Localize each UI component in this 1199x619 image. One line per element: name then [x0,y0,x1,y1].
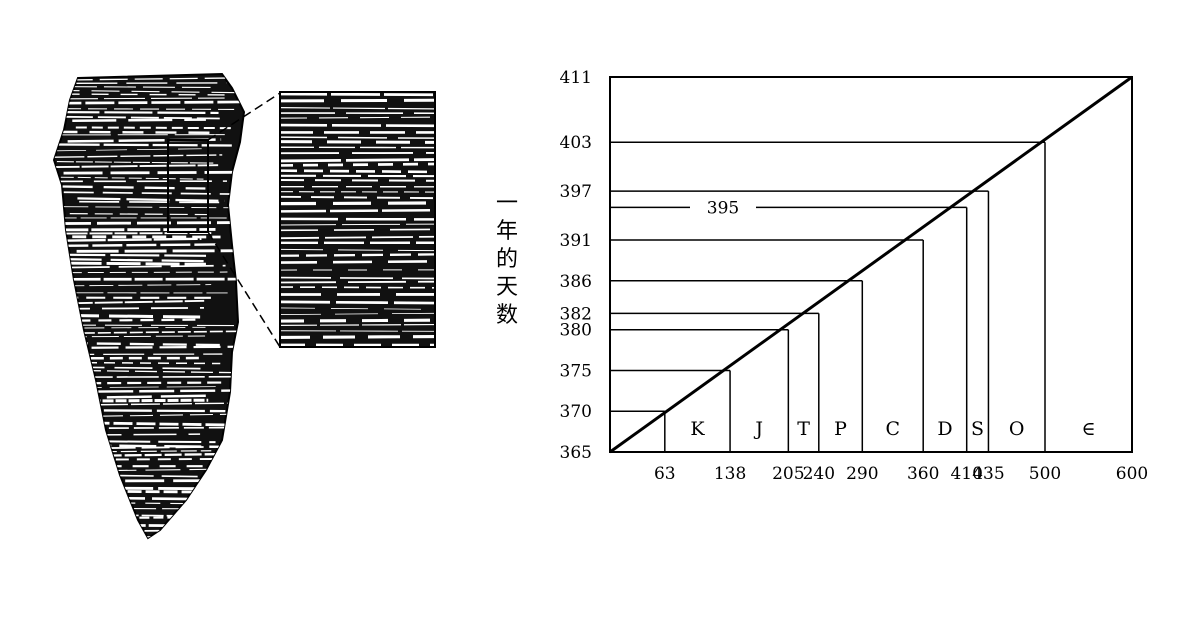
x-tick-label: 500 [1029,464,1061,484]
x-tick-label: 290 [846,464,878,484]
x-tick-label: 63 [654,464,676,484]
y-tick-label: 375 [560,361,592,381]
x-tick-label: 205 [772,464,804,484]
x-tick-label: 360 [907,464,939,484]
y-axis-label-char: 的 [496,247,518,272]
growth-band-closeup-icon [207,91,436,348]
y-tick-label: 386 [560,272,592,292]
period-label: ∈ [1081,418,1095,440]
x-tick-label: 435 [972,464,1004,484]
y-tick-label: 403 [560,133,592,153]
y-axis-label-char: 天 [496,275,518,300]
x-tick-label: 240 [803,464,835,484]
period-label: J [753,418,763,440]
period-label: K [690,418,705,440]
annotation-label: 395 [707,198,739,218]
y-tick-label: 397 [560,182,592,202]
period-label: D [937,418,952,440]
y-tick-label: 380 [560,321,592,341]
y-axis-label-char: 数 [496,303,518,328]
period-label: T [797,418,810,440]
period-label: O [1009,418,1025,440]
y-tick-label: 411 [560,68,592,88]
y-tick-label: 370 [560,402,592,422]
y-tick-label: 365 [560,443,592,463]
y-tick-label: 382 [560,304,592,324]
trend-line [609,75,1133,454]
plot-frame [609,76,1133,453]
period-label: S [971,418,984,440]
y-axis-label-char: 年 [496,219,518,244]
period-label: C [885,418,900,440]
x-tick-label: 410 [950,464,982,484]
x-tick-label: 138 [714,464,746,484]
horn-coral-fossil-icon [52,72,246,540]
period-label: P [834,418,847,440]
y-tick-label: 391 [560,231,592,251]
x-tick-label: 600 [1116,464,1148,484]
y-axis-label-char: 一 [496,191,518,216]
